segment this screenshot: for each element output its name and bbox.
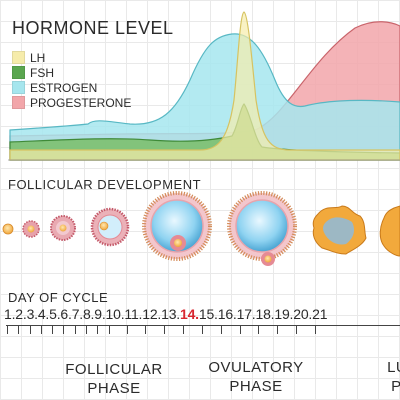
legend-label-lh: LH [30, 50, 46, 65]
day-11: 11. [124, 306, 143, 322]
legend-item-fsh: FSH [12, 65, 131, 80]
day-8: 8. [82, 306, 95, 322]
hormone-level-title: HORMONE LEVEL [12, 18, 174, 38]
follicle-2 [22, 220, 40, 238]
day-2: 2. [15, 306, 27, 322]
day-3: 3. [26, 306, 38, 322]
day-tick [63, 325, 64, 334]
day-tick [258, 325, 259, 334]
follicle-1 [2, 223, 14, 235]
estrogen-curve [9, 33, 400, 161]
day-tick [296, 325, 297, 334]
lh-swatch [12, 51, 25, 64]
day-21: 21 [312, 306, 328, 322]
legend-item-progesterone: PROGESTERONE [12, 95, 131, 110]
phase-ovulatory-label: OVULATORY PHASE [208, 359, 304, 395]
legend-label-estrogen: ESTROGEN [30, 80, 98, 95]
day-tick [97, 325, 98, 334]
day-7: 7. [71, 306, 83, 322]
day-12: 12. [142, 306, 162, 322]
day-tick [315, 325, 316, 334]
day-14: 14. [179, 306, 199, 322]
day-tick [127, 325, 128, 334]
day-tick [41, 325, 42, 334]
day-16: 16. [217, 306, 237, 322]
fsh-swatch [12, 66, 25, 79]
day-4: 4. [37, 306, 50, 322]
corpus-luteum-2 [379, 205, 400, 257]
day-tick [7, 325, 8, 334]
estrogen-swatch [12, 81, 25, 94]
corpus-luteum-1 [312, 205, 367, 255]
day-5: 5. [49, 306, 61, 322]
day-tick [164, 325, 165, 334]
day-tick [18, 325, 19, 334]
day-20: 20. [293, 306, 313, 322]
day-tick [240, 325, 241, 334]
legend-item-lh: LH [12, 50, 131, 65]
day-13: 13. [161, 306, 180, 322]
follicle-6 [227, 191, 297, 266]
hormone-legend: LH FSH ESTROGEN PROGESTERONE [12, 50, 131, 110]
day-15: 15. [198, 306, 218, 322]
day-9: 9. [94, 306, 106, 322]
day-of-cycle-title: DAY OF CYCLE [8, 290, 109, 305]
follicle-3 [50, 215, 76, 241]
day-tick [183, 325, 184, 334]
follicular-development-title: FOLLICULAR DEVELOPMENT [8, 177, 202, 192]
day-tick [202, 325, 203, 334]
day-tick [145, 325, 146, 334]
progesterone-swatch [12, 96, 25, 109]
day-1: 1. [4, 306, 16, 322]
follicle-4 [90, 207, 130, 247]
day-tick [277, 325, 278, 334]
day-tick [221, 325, 222, 334]
phase-luteal-label: LUTPH [387, 359, 400, 395]
day-numbers: 1.2.3.4.5.6.7.8.9.10.11.12.13.14.15.16.1… [4, 306, 327, 322]
day-axis-line [6, 325, 400, 326]
follicle-5 [142, 191, 212, 261]
day-tick [30, 325, 31, 334]
day-tick [52, 325, 53, 334]
day-tick [86, 325, 87, 334]
day-17: 17. [236, 306, 256, 322]
day-10: 10. [105, 306, 125, 322]
day-19: 19. [274, 306, 294, 322]
day-18: 18. [255, 306, 275, 322]
legend-item-estrogen: ESTROGEN [12, 80, 131, 95]
day-6: 6. [60, 306, 72, 322]
legend-label-progesterone: PROGESTERONE [30, 95, 132, 110]
day-tick [109, 325, 110, 334]
phase-follicular-label: FOLLICULAR PHASE [65, 361, 163, 397]
lh-curve [9, 11, 400, 161]
legend-label-fsh: FSH [30, 65, 54, 80]
day-tick [75, 325, 76, 334]
